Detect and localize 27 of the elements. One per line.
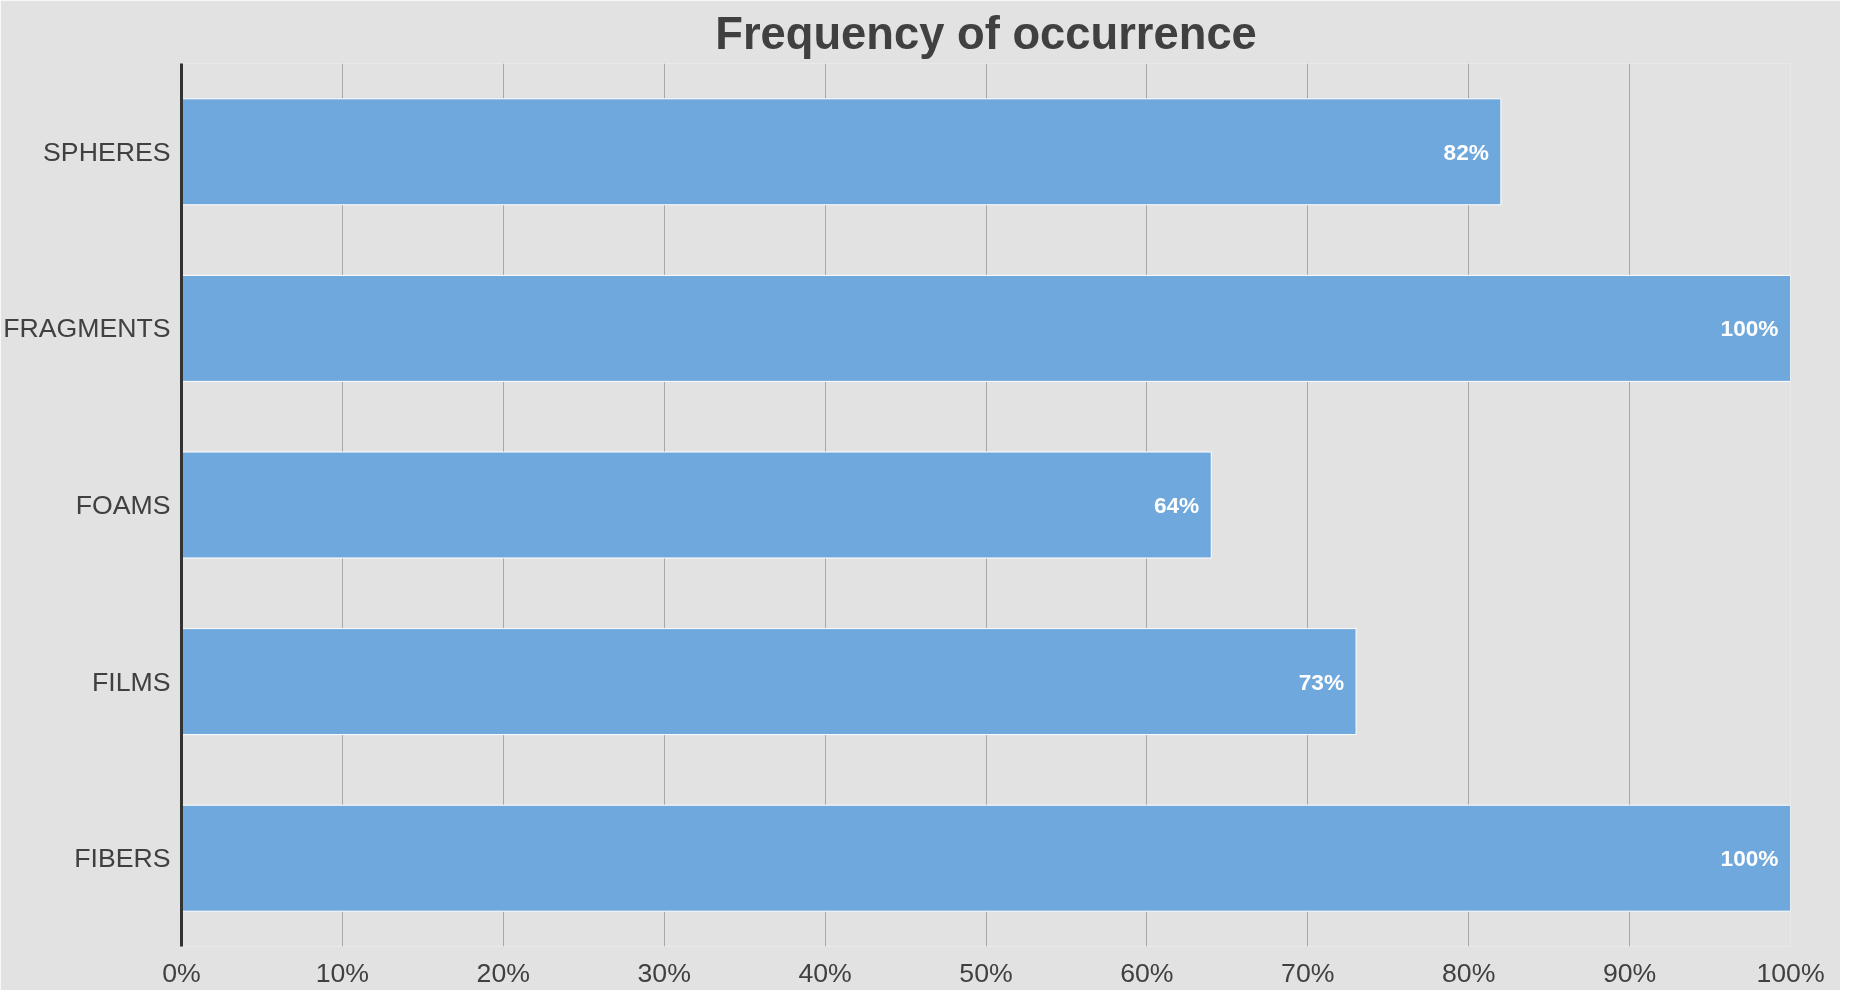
x-tick-label: 40% [798, 957, 852, 988]
y-tick-label: FIBERS [74, 843, 171, 874]
bar [181, 274, 1791, 382]
chart-title: Frequency of occurrence [715, 7, 1257, 59]
x-tick-label: 20% [476, 957, 530, 988]
data-label: 64% [1153, 492, 1200, 518]
bar [181, 804, 1791, 912]
data-label: 100% [1720, 315, 1779, 342]
bar [181, 451, 1212, 559]
x-tick-label: 10% [315, 957, 370, 988]
x-tick-label: 90% [1602, 957, 1657, 988]
data-label: 73% [1298, 668, 1345, 695]
bar [181, 628, 1357, 736]
x-tick-label: 60% [1120, 957, 1174, 988]
y-tick-label: SPHERES [43, 136, 171, 167]
x-tick-label: 100% [1756, 957, 1825, 988]
x-tick-label: 80% [1442, 957, 1496, 988]
y-tick-label: FOAMS [75, 490, 171, 520]
x-tick-label: 0% [162, 957, 201, 988]
x-tick-label: 30% [637, 957, 691, 988]
data-label: 82% [1443, 138, 1489, 165]
bar [181, 98, 1502, 206]
y-tick-label: FILMS [92, 666, 171, 697]
data-label: 100% [1720, 845, 1779, 872]
y-tick-label: FRAGMENTS [3, 313, 171, 344]
x-tick-label: 50% [959, 957, 1013, 988]
x-tick-label: 70% [1281, 957, 1335, 988]
